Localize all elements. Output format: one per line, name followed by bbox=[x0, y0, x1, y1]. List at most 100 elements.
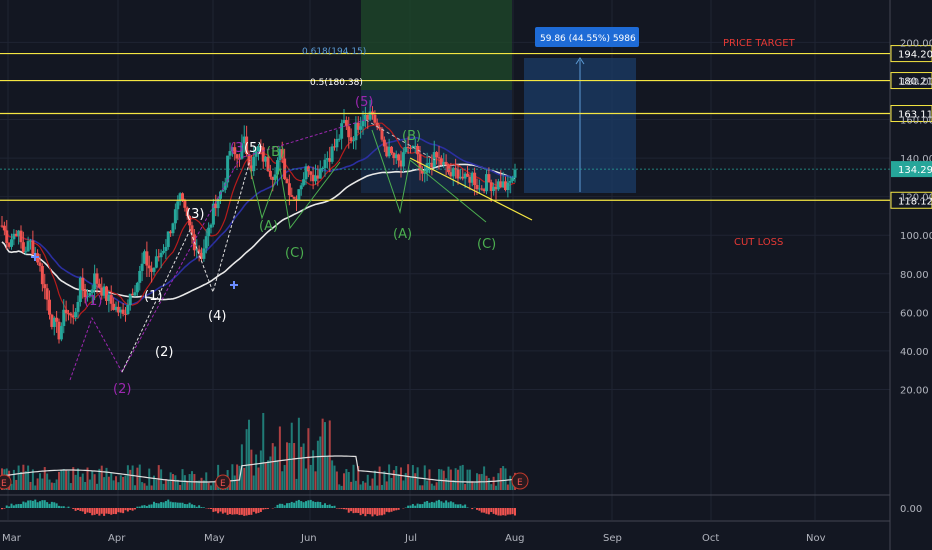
volume-bar bbox=[167, 479, 170, 490]
candle-body bbox=[373, 114, 377, 123]
volume-bar bbox=[433, 485, 436, 490]
horizontal-levels[interactable]: 194.20 180.21 163.11 118.12 bbox=[0, 45, 932, 209]
oscillator-bar bbox=[430, 501, 433, 508]
candle-body bbox=[333, 146, 336, 148]
oscillator-bar bbox=[145, 505, 148, 508]
candle-body bbox=[112, 303, 116, 310]
oscillator-bar bbox=[395, 508, 398, 511]
volume-bar bbox=[369, 485, 372, 490]
candle-body bbox=[278, 149, 282, 161]
volume-bar bbox=[371, 478, 374, 490]
volume-bar bbox=[136, 467, 139, 490]
oscillator-bar bbox=[483, 508, 486, 513]
oscillator-bar bbox=[357, 508, 360, 513]
candle-body bbox=[468, 176, 472, 183]
volume-bar bbox=[487, 477, 490, 490]
y-tick-label: 60.00 bbox=[900, 308, 929, 319]
oscillator-bar bbox=[117, 508, 120, 513]
volume-bar bbox=[50, 482, 53, 490]
candle-body bbox=[337, 138, 341, 140]
volume-bar bbox=[243, 467, 246, 490]
oscillator-bar bbox=[181, 502, 184, 508]
volume-bar bbox=[62, 469, 65, 490]
volume-bar bbox=[499, 468, 502, 490]
oscillator-bar bbox=[98, 508, 101, 516]
volume-bar bbox=[305, 468, 307, 490]
oscillator-bar bbox=[276, 504, 279, 508]
candle-body bbox=[299, 185, 303, 190]
candle-body bbox=[209, 224, 213, 228]
candle-body bbox=[340, 123, 344, 139]
oscillator-bar bbox=[333, 505, 336, 508]
wave-label: (1) bbox=[144, 289, 162, 304]
oscillator-bar bbox=[471, 508, 474, 510]
wave-label: (5) bbox=[244, 141, 262, 156]
candle-body bbox=[257, 145, 260, 152]
volume-bar bbox=[452, 480, 455, 490]
oscillator-bar bbox=[445, 500, 448, 508]
oscillator-bar bbox=[252, 508, 255, 512]
oscillator-bar bbox=[449, 501, 452, 508]
volume-bar bbox=[464, 483, 467, 490]
oscillator-bar bbox=[354, 508, 357, 513]
volume-bar bbox=[354, 480, 357, 490]
oscillator-bar bbox=[511, 508, 514, 515]
volume-bar bbox=[169, 472, 172, 490]
candle-body bbox=[0, 225, 4, 227]
candle-body bbox=[2, 225, 6, 231]
volume-bar bbox=[100, 465, 103, 490]
candle-body bbox=[508, 180, 512, 183]
oscillator-bar bbox=[74, 508, 77, 511]
volume-bar bbox=[350, 481, 353, 490]
oscillator-bar bbox=[259, 508, 262, 512]
volume-bar bbox=[395, 466, 398, 490]
oscillator-bar bbox=[331, 506, 334, 508]
oscillator-bar bbox=[255, 508, 258, 514]
candle-body bbox=[276, 160, 279, 175]
volume-bar bbox=[129, 469, 132, 490]
volume-bar bbox=[302, 443, 305, 490]
candle-body bbox=[496, 181, 500, 190]
candle-body bbox=[264, 156, 268, 162]
volume-bar bbox=[141, 482, 144, 490]
volume-bar bbox=[60, 470, 63, 490]
oscillator-bar bbox=[174, 502, 177, 508]
volume-bar bbox=[117, 482, 120, 490]
oscillator-bar bbox=[43, 500, 46, 508]
candle-body bbox=[74, 311, 78, 318]
volume-bar bbox=[96, 483, 98, 490]
candle-body bbox=[311, 174, 315, 182]
candle-body bbox=[477, 188, 481, 190]
candle-body bbox=[126, 305, 130, 315]
fib-label-618: 0.618(194.15) bbox=[302, 47, 366, 57]
volume-bar bbox=[67, 470, 70, 490]
volume-bar bbox=[423, 465, 426, 490]
earnings-markers[interactable]: E E E bbox=[0, 472, 529, 490]
volume-bar bbox=[509, 475, 512, 490]
volume-bar bbox=[288, 442, 291, 490]
candle-body bbox=[55, 317, 59, 322]
candle-body bbox=[473, 172, 477, 186]
oscillator-histogram bbox=[1, 499, 516, 517]
price-axis[interactable]: 200.00 180.00 160.00 140.00 120.00 100.00 80.0… bbox=[891, 38, 932, 396]
volume-bar bbox=[430, 483, 433, 490]
oscillator-bar bbox=[392, 508, 395, 511]
volume-bar bbox=[340, 485, 343, 490]
wave-label: (C) bbox=[285, 246, 304, 261]
volume-bar bbox=[445, 478, 448, 490]
volume-bar bbox=[421, 485, 424, 490]
oscillator-bar bbox=[350, 508, 353, 512]
candle-body bbox=[97, 283, 101, 288]
time-axis[interactable]: Mar Apr May Jun Jul Aug Sep Oct Nov bbox=[2, 533, 826, 544]
level-badge bbox=[890, 191, 932, 209]
oscillator-bar bbox=[55, 503, 58, 508]
candle-body bbox=[140, 263, 144, 271]
oscillator-bar bbox=[319, 502, 322, 508]
oscillator-bar bbox=[36, 502, 39, 508]
volume-bar bbox=[468, 469, 471, 490]
candle-body bbox=[10, 239, 13, 247]
wave-label: (4) bbox=[208, 309, 226, 324]
x-tick-label: May bbox=[204, 533, 225, 544]
wave-label: (3 bbox=[230, 141, 243, 156]
